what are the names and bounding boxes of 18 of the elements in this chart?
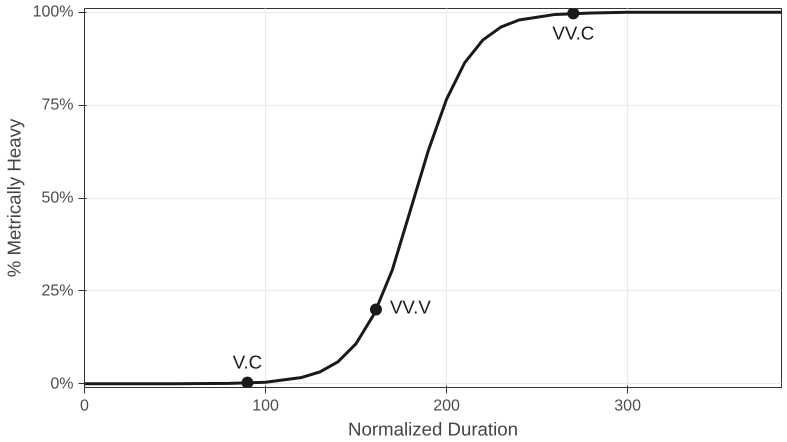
annotation: VV.V [390,296,432,318]
y-tick-label: 25% [41,282,74,300]
y-tick-label: 50% [41,190,74,206]
x-axis-title: Normalized Duration [348,418,518,440]
point [370,303,382,316]
y-tick-label: 0% [50,375,74,392]
line-series [84,10,782,386]
x-tick-label: 300 [614,398,642,414]
point [567,8,580,20]
x-tick-label: 200 [433,398,460,414]
y-tick-label: 100% [32,4,74,21]
y-axis-title: % Metrically Heavy [4,118,25,278]
x-tick-label: 100 [252,398,279,414]
annotation: VV.C [552,22,594,44]
point [241,376,254,388]
y-tick-label: 75% [41,96,74,114]
x-tick-label: 0 [80,398,90,414]
annotation: V.C [232,352,262,373]
